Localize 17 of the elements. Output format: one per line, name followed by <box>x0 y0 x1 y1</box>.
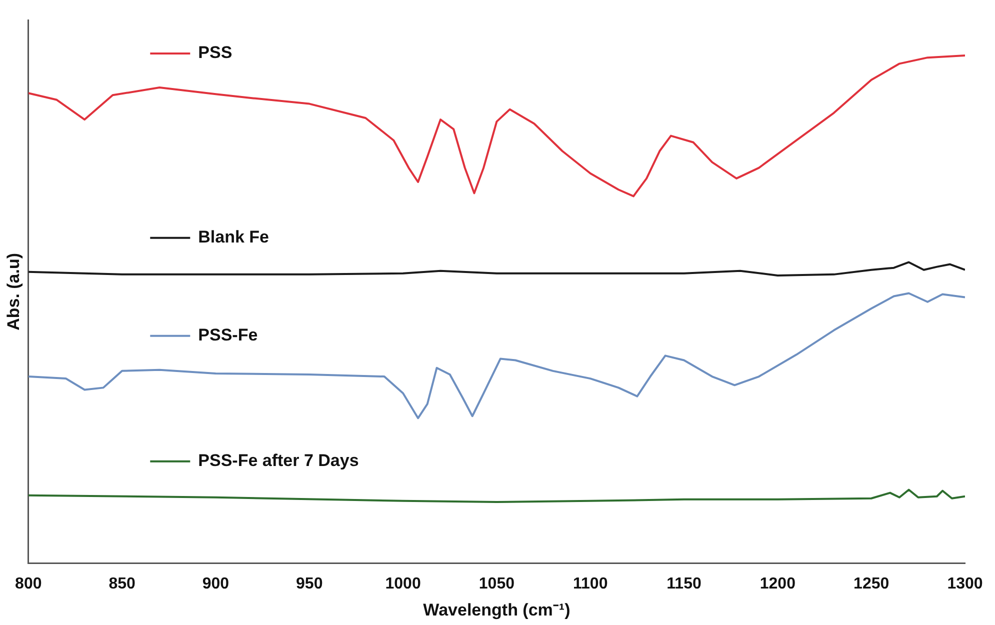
x-axis-title: Wavelength (cm⁻¹) <box>423 600 570 620</box>
legend-label: PSS-Fe <box>198 326 258 345</box>
legend-label: Blank Fe <box>198 228 270 247</box>
x-tick-label: 1150 <box>666 575 702 592</box>
x-tick-label: 800 <box>15 575 42 592</box>
y-axis-title: Abs. (a.u) <box>4 252 23 330</box>
legend-label: PSS-Fe after 7 Days <box>198 451 359 470</box>
x-tick-label: 1050 <box>478 575 515 592</box>
x-tick-label: 1250 <box>854 575 890 592</box>
x-tick-label: 1100 <box>573 575 608 592</box>
x-tick-label: 850 <box>108 575 136 592</box>
x-tick-label: 900 <box>202 575 230 592</box>
x-tick-label: 950 <box>296 575 323 592</box>
x-tick-label: 1000 <box>385 575 421 592</box>
x-tick-label: 1300 <box>947 575 983 592</box>
legend-label: PSS <box>198 43 232 62</box>
x-tick-label: 1200 <box>760 575 796 592</box>
